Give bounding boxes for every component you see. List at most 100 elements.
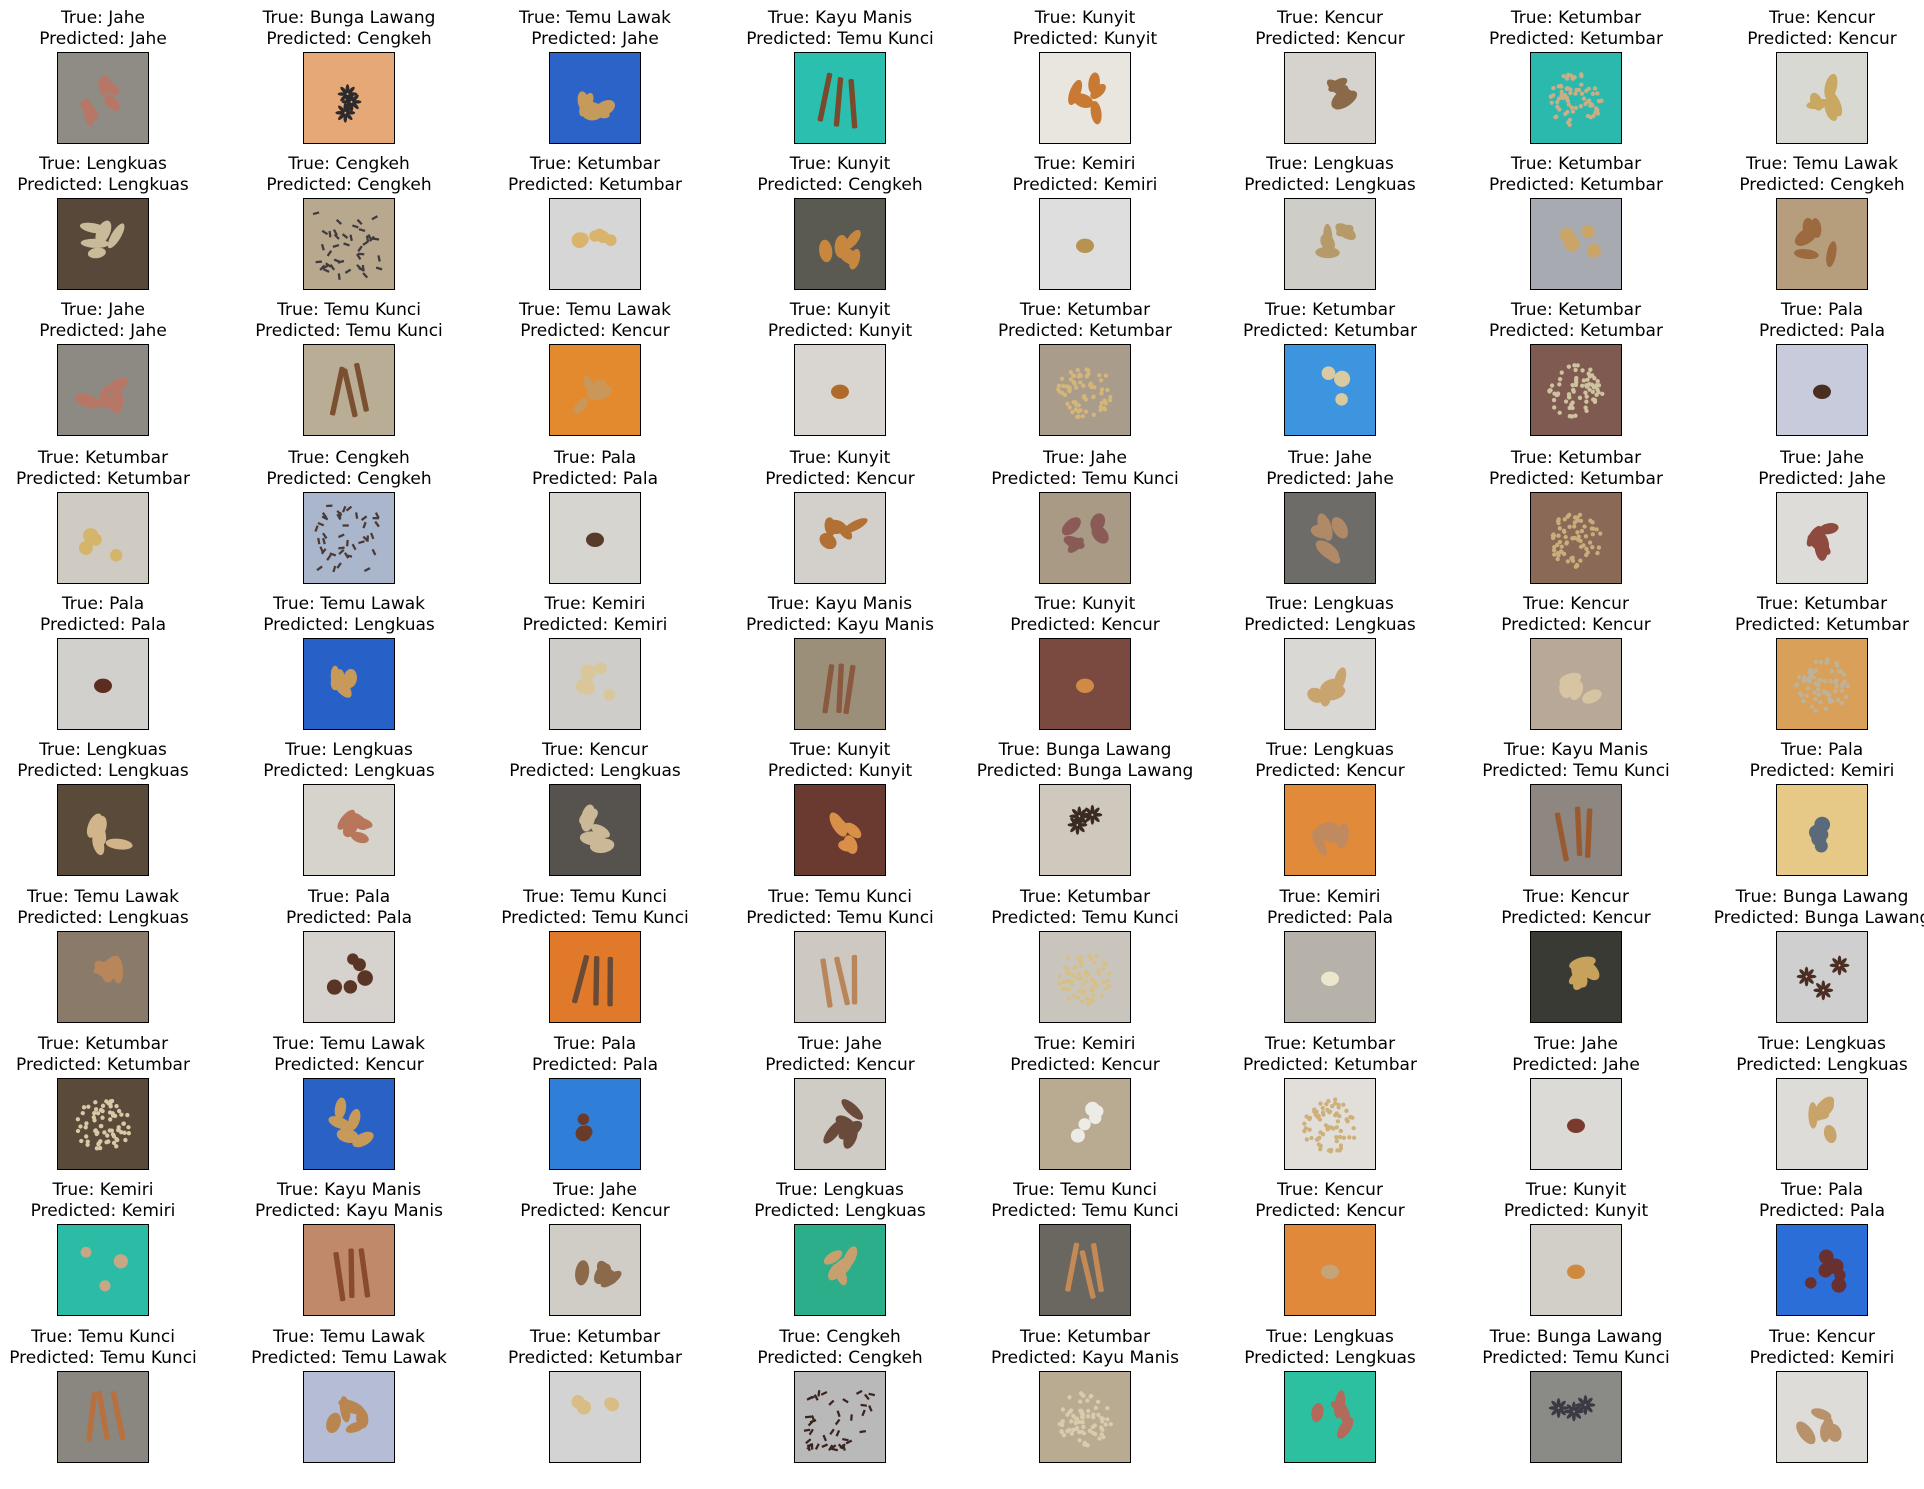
- true-label: True: Kayu Manis: [767, 8, 913, 28]
- spice-photo-thumbnail: [1039, 198, 1131, 290]
- spice-photo-thumbnail: [549, 492, 641, 584]
- predicted-label: Predicted: Kayu Manis: [746, 615, 934, 635]
- spice-photo-thumbnail: [1039, 931, 1131, 1023]
- true-label: True: Kayu Manis: [276, 1180, 422, 1200]
- true-label: True: Lengkuas: [39, 740, 167, 760]
- true-label: True: Ketumbar: [1510, 300, 1642, 320]
- true-label: True: Kayu Manis: [767, 594, 913, 614]
- predicted-label: Predicted: Lengkuas: [17, 175, 189, 195]
- predicted-label: Predicted: Cengkeh: [757, 1348, 923, 1368]
- predicted-label: Predicted: Kunyit: [1012, 29, 1158, 49]
- spice-photo-thumbnail: [1530, 198, 1622, 290]
- true-label: True: Kemiri: [1034, 154, 1136, 174]
- true-label: True: Ketumbar: [1264, 300, 1396, 320]
- spice-photo-thumbnail: [57, 344, 149, 436]
- predicted-label: Predicted: Temu Kunci: [746, 29, 934, 49]
- predicted-label: Predicted: Lengkuas: [17, 761, 189, 781]
- predicted-label: Predicted: Lengkuas: [263, 761, 435, 781]
- spice-photo: [1285, 493, 1375, 583]
- true-label: True: Kencur: [1277, 1180, 1383, 1200]
- predicted-label: Predicted: Lengkuas: [754, 1201, 926, 1221]
- predicted-label: Predicted: Lengkuas: [1244, 615, 1416, 635]
- true-label: True: Ketumbar: [529, 154, 661, 174]
- predicted-label: Predicted: Pala: [1759, 1201, 1885, 1221]
- true-label: True: Pala: [1780, 740, 1864, 760]
- predicted-label: Predicted: Pala: [1759, 321, 1885, 341]
- spice-photo-thumbnail: [57, 931, 149, 1023]
- spice-photo-thumbnail: [1776, 931, 1868, 1023]
- spice-photo-thumbnail: [794, 931, 886, 1023]
- spice-photo-thumbnail: [1284, 1224, 1376, 1316]
- spice-photo: [1285, 785, 1375, 875]
- true-label: True: Kunyit: [1525, 1180, 1627, 1200]
- spice-photo-thumbnail: [1039, 1224, 1131, 1316]
- spice-photo-thumbnail: [1776, 1371, 1868, 1463]
- spice-photo-thumbnail: [1284, 344, 1376, 436]
- spice-photo: [58, 639, 148, 729]
- predicted-label: Predicted: Lengkuas: [509, 761, 681, 781]
- true-label: True: Kencur: [1523, 594, 1629, 614]
- spice-photo-thumbnail: [1284, 784, 1376, 876]
- spice-photo-thumbnail: [1039, 1078, 1131, 1170]
- spice-photo: [58, 932, 148, 1022]
- spice-photo-thumbnail: [1530, 1224, 1622, 1316]
- true-label: True: Bunga Lawang: [262, 8, 436, 28]
- spice-photo: [58, 345, 148, 435]
- true-label: True: Lengkuas: [776, 1180, 904, 1200]
- predicted-label: Predicted: Cengkeh: [757, 175, 923, 195]
- true-label: True: Cengkeh: [288, 448, 410, 468]
- predicted-label: Predicted: Ketumbar: [1489, 175, 1663, 195]
- true-label: True: Temu Kunci: [523, 887, 667, 907]
- spice-photo: [795, 932, 885, 1022]
- predicted-label: Predicted: Kunyit: [1503, 1201, 1649, 1221]
- predicted-label: Predicted: Temu Kunci: [991, 469, 1179, 489]
- true-label: True: Ketumbar: [1019, 300, 1151, 320]
- spice-photo: [550, 53, 640, 143]
- spice-photo: [304, 199, 394, 289]
- spice-photo-thumbnail: [303, 638, 395, 730]
- true-label: True: Cengkeh: [288, 154, 410, 174]
- spice-photo: [550, 1372, 640, 1462]
- spice-photo-thumbnail: [1284, 52, 1376, 144]
- spice-photo: [1777, 493, 1867, 583]
- spice-photo: [304, 785, 394, 875]
- predicted-label: Predicted: Kencur: [1255, 29, 1405, 49]
- spice-photo-thumbnail: [303, 344, 395, 436]
- true-label: True: Temu Kunci: [31, 1327, 175, 1347]
- spice-photo: [304, 493, 394, 583]
- true-label: True: Kemiri: [52, 1180, 154, 1200]
- predicted-label: Predicted: Kencur: [1747, 29, 1897, 49]
- spice-photo-thumbnail: [549, 52, 641, 144]
- predicted-label: Predicted: Kemiri: [522, 615, 668, 635]
- spice-photo-thumbnail: [57, 52, 149, 144]
- spice-photo: [1531, 932, 1621, 1022]
- predicted-label: Predicted: Jahe: [39, 29, 167, 49]
- predicted-label: Predicted: Kemiri: [1749, 1348, 1895, 1368]
- predicted-label: Predicted: Temu Kunci: [501, 908, 689, 928]
- spice-photo-thumbnail: [57, 784, 149, 876]
- spice-photo: [304, 639, 394, 729]
- spice-photo-thumbnail: [57, 198, 149, 290]
- true-label: True: Temu Kunci: [277, 300, 421, 320]
- true-label: True: Kemiri: [1034, 1034, 1136, 1054]
- true-label: True: Bunga Lawang: [1489, 1327, 1663, 1347]
- spice-photo: [1285, 639, 1375, 729]
- spice-photo-thumbnail: [1776, 784, 1868, 876]
- true-label: True: Jahe: [1780, 448, 1864, 468]
- true-label: True: Jahe: [798, 1034, 882, 1054]
- spice-photo-thumbnail: [303, 931, 395, 1023]
- predicted-label: Predicted: Jahe: [531, 29, 659, 49]
- true-label: True: Bunga Lawang: [998, 740, 1172, 760]
- spice-photo: [1531, 199, 1621, 289]
- spice-photo: [1777, 199, 1867, 289]
- predicted-label: Predicted: Kencur: [1501, 908, 1651, 928]
- spice-photo-thumbnail: [1776, 492, 1868, 584]
- spice-photo-thumbnail: [549, 784, 641, 876]
- true-label: True: Kunyit: [789, 300, 891, 320]
- spice-photo: [58, 1225, 148, 1315]
- spice-photo: [1285, 345, 1375, 435]
- spice-photo-thumbnail: [794, 198, 886, 290]
- spice-photo-thumbnail: [1530, 931, 1622, 1023]
- predicted-label: Predicted: Pala: [40, 615, 166, 635]
- true-label: True: Jahe: [553, 1180, 637, 1200]
